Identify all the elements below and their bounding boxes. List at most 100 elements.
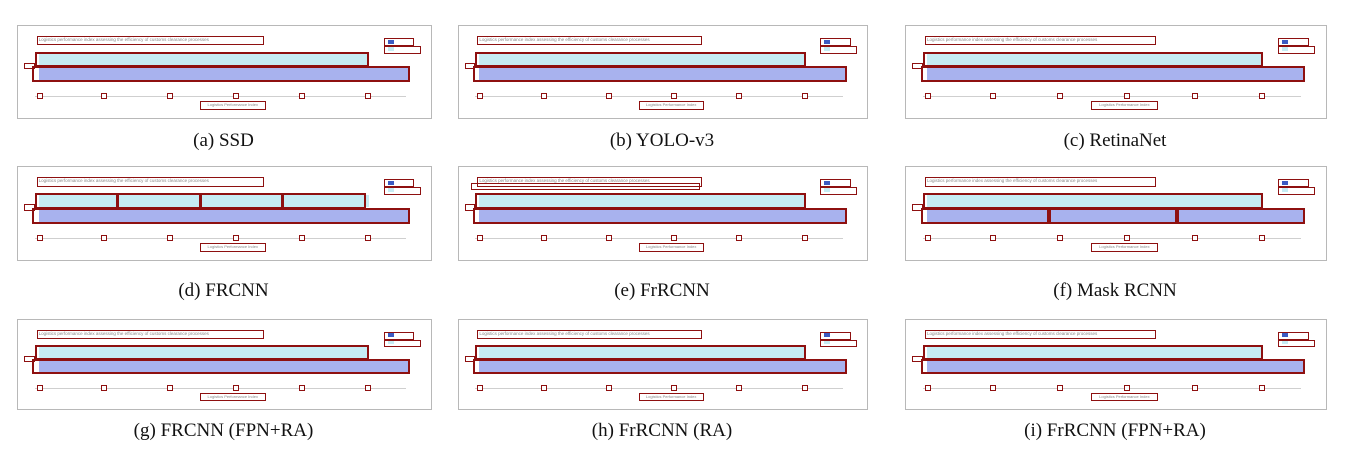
detection-box-legend xyxy=(1277,179,1310,188)
chart-title: Logistics performance index assessing th… xyxy=(927,37,1098,43)
bar-series-light xyxy=(479,346,806,359)
x-tick-detection xyxy=(605,234,612,241)
detection-box-xlabel xyxy=(199,392,266,401)
x-tick-detection xyxy=(477,93,484,100)
panel-caption: (c) RetinaNet xyxy=(1063,130,1167,151)
detection-box-ytick xyxy=(465,355,476,362)
x-tick-detection xyxy=(990,384,996,391)
panel: Logistics performance index assessing th… xyxy=(905,319,1327,450)
detection-box-bar xyxy=(475,51,806,68)
x-tick-detection xyxy=(801,234,808,241)
x-tick-detection xyxy=(1124,234,1131,241)
x-tick-detection xyxy=(924,93,931,100)
panel: Logistics performance index assessing th… xyxy=(458,25,868,160)
x-tick-detection xyxy=(364,384,371,391)
detection-box-legend xyxy=(820,187,857,195)
chart-thumbnail: Logistics performance index assessing th… xyxy=(905,25,1327,119)
x-axis-label: Logistics Performance Index xyxy=(1099,102,1150,108)
detection-box-ytick xyxy=(24,204,35,211)
detection-box-title xyxy=(477,177,702,187)
x-tick-detection xyxy=(100,93,107,100)
legend-swatch-light xyxy=(387,188,394,193)
detection-box-bar xyxy=(32,359,411,375)
x-tick-detection xyxy=(298,234,305,241)
chart-thumbnail: Logistics performance index assessing th… xyxy=(905,166,1327,261)
panel: Logistics performance index assessing th… xyxy=(17,25,432,160)
detection-box-bar xyxy=(32,207,411,224)
detection-box-xlabel xyxy=(1090,243,1158,252)
chart-title: Logistics performance index assessing th… xyxy=(38,37,209,43)
x-tick-detection xyxy=(671,93,678,100)
detection-box-bar xyxy=(34,344,370,361)
bar-series-dark xyxy=(479,208,847,222)
detection-box-title xyxy=(924,36,1156,46)
x-axis xyxy=(34,237,407,239)
detection-box-legend xyxy=(383,339,421,347)
chart-thumbnail: Logistics performance index assessing th… xyxy=(17,166,432,261)
x-tick-detection xyxy=(924,234,931,241)
detection-box-bar xyxy=(920,66,1305,83)
chart-thumbnail: Logistics performance index assessing th… xyxy=(458,166,868,261)
x-tick-detection xyxy=(166,93,173,100)
legend-swatch-dark xyxy=(1281,180,1288,185)
x-tick-detection xyxy=(1258,234,1265,241)
panel: Logistics performance index assessing th… xyxy=(17,166,432,310)
detection-box-ytick xyxy=(24,355,35,362)
legend-swatch-dark xyxy=(824,180,831,185)
bar-series-dark xyxy=(479,67,847,81)
x-axis xyxy=(922,237,1301,239)
detection-box-legend xyxy=(1277,187,1316,195)
detection-box-legend xyxy=(383,179,415,188)
detection-box-bar xyxy=(922,51,1263,68)
x-tick-detection xyxy=(166,384,173,391)
panel-caption: (e) FrRCNN xyxy=(614,280,710,301)
x-tick-detection xyxy=(1124,384,1131,391)
x-tick-detection xyxy=(166,234,173,241)
bar-series-dark xyxy=(38,67,411,81)
x-tick-detection xyxy=(990,93,996,100)
detection-box-bar xyxy=(922,344,1263,361)
bar-series-light xyxy=(927,194,1263,207)
detection-box-legend xyxy=(820,46,857,54)
x-tick-detection xyxy=(1191,234,1198,241)
detection-box-title xyxy=(471,182,700,191)
x-tick-detection xyxy=(232,234,239,241)
detection-box-bar xyxy=(117,193,201,209)
detection-box-legend xyxy=(383,46,421,54)
legend-swatch-light xyxy=(824,47,831,52)
chart-thumbnail: Logistics performance index assessing th… xyxy=(17,319,432,410)
chart-title: Logistics performance index assessing th… xyxy=(38,178,209,184)
x-tick-detection xyxy=(1258,384,1265,391)
detection-box-title xyxy=(924,177,1156,187)
x-tick-detection xyxy=(477,234,484,241)
x-tick-detection xyxy=(298,93,305,100)
x-tick-detection xyxy=(540,384,547,391)
x-axis-label: Logistics Performance Index xyxy=(645,244,697,250)
x-axis-label: Logistics Performance Index xyxy=(207,102,258,108)
detection-box-title xyxy=(36,329,264,339)
x-tick-detection xyxy=(1191,384,1198,391)
detection-box-bar xyxy=(34,51,370,68)
x-axis-label: Logistics Performance Index xyxy=(1099,244,1150,250)
detection-box-legend xyxy=(1277,339,1316,347)
panel: Logistics performance index assessing th… xyxy=(905,25,1327,160)
panel: Logistics performance index assessing th… xyxy=(905,166,1327,310)
bar-series-dark xyxy=(927,208,1305,222)
x-tick-detection xyxy=(477,384,484,391)
x-axis xyxy=(475,95,843,97)
x-tick-detection xyxy=(540,93,547,100)
bar-series-dark xyxy=(479,360,847,373)
detection-box-bar xyxy=(282,193,366,209)
x-axis xyxy=(475,387,843,389)
panel-caption: (i) FrRCNN (FPN+RA) xyxy=(1024,420,1206,441)
bar-series-dark xyxy=(38,208,411,222)
detection-box-ytick xyxy=(465,204,476,211)
detection-box-legend xyxy=(820,37,851,47)
detection-box-title xyxy=(477,36,702,46)
bar-series-dark xyxy=(38,360,411,373)
x-axis-label: Logistics Performance Index xyxy=(207,393,258,399)
panel: Logistics performance index assessing th… xyxy=(458,319,868,450)
panel-caption: (f) Mask RCNN xyxy=(1053,280,1177,301)
x-axis-label: Logistics Performance Index xyxy=(207,244,258,250)
chart-title: Logistics performance index assessing th… xyxy=(479,330,650,336)
